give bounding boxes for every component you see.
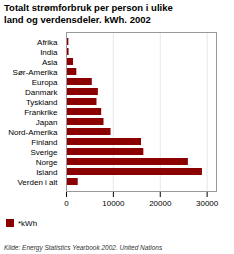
svg-text:Japan: Japan: [36, 117, 58, 126]
svg-text:Frankrike: Frankrike: [24, 107, 58, 116]
svg-text:Norge: Norge: [36, 157, 58, 166]
svg-text:10000: 10000: [102, 199, 125, 207]
svg-text:Sør-Amerika: Sør-Amerika: [13, 67, 58, 76]
svg-text:Asia: Asia: [42, 57, 58, 66]
svg-text:Europa: Europa: [32, 77, 58, 86]
svg-text:Danmark: Danmark: [25, 87, 58, 96]
svg-text:Sverige: Sverige: [30, 147, 58, 156]
svg-text:Afrika: Afrika: [37, 37, 58, 46]
svg-text:Finland: Finland: [31, 137, 57, 146]
svg-text:Nord-Amerika: Nord-Amerika: [8, 127, 58, 136]
svg-text:20000: 20000: [149, 199, 172, 207]
svg-text:Verden i alt: Verden i alt: [17, 177, 58, 186]
svg-text:Island: Island: [36, 167, 57, 176]
html-text:Kilde: Energy Statistics Yearb: Kilde: Energy Statistics Yearbook 2002. …: [4, 243, 163, 251]
html-text:*kWh: *kWh: [18, 218, 38, 228]
svg-text:India: India: [40, 47, 58, 56]
svg-text:Tyskland: Tyskland: [26, 97, 58, 106]
html-text:Totalt strømforbruk per person: Totalt strømforbruk per person i ulike l…: [4, 2, 173, 25]
svg-text:0: 0: [64, 199, 69, 207]
svg-text:30000: 30000: [196, 199, 219, 207]
